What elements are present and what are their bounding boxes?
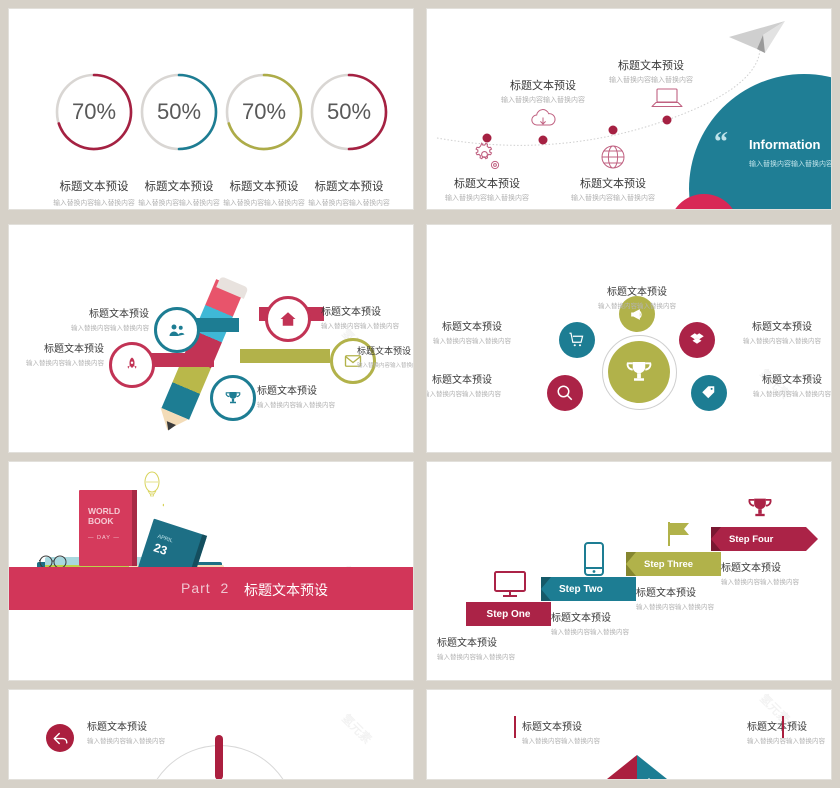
svg-text:70%: 70% xyxy=(72,99,116,124)
svg-text:50%: 50% xyxy=(327,99,371,124)
svg-text:50%: 50% xyxy=(157,99,201,124)
svg-text:70%: 70% xyxy=(242,99,286,124)
